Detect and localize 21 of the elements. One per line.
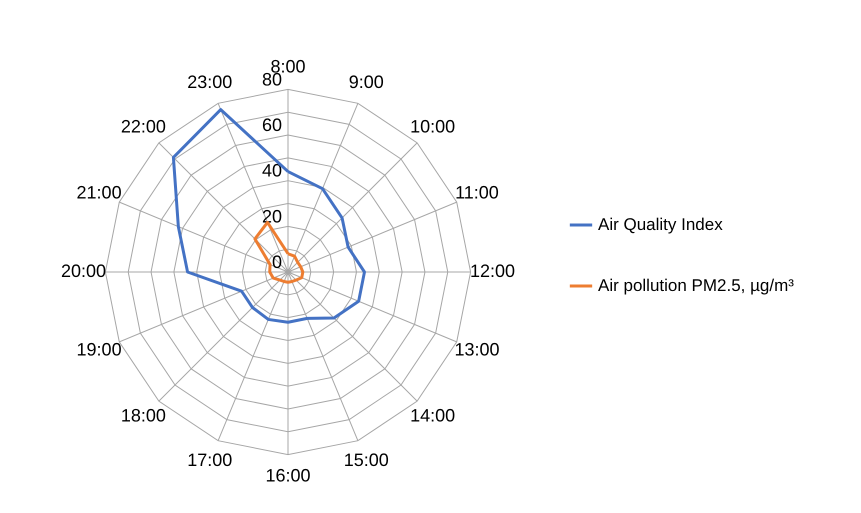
spoke-label: 12:00 [470,261,516,281]
y-tick-label: 0 [272,252,282,272]
spoke-label: 22:00 [120,116,166,136]
spoke-label: 17:00 [187,450,232,470]
spoke-label: 21:00 [76,182,122,203]
spoke-label: 14:00 [410,406,456,426]
spoke-label: 9:00 [348,72,384,92]
spoke-label: 15:00 [344,450,389,470]
spoke-label: 10:00 [410,116,456,136]
spoke-label: 20:00 [60,261,106,281]
spoke-label: 18:00 [120,406,166,426]
spoke-label: 13:00 [454,339,500,360]
y-tick-label: 60 [262,115,282,136]
spoke-label: 16:00 [265,466,311,486]
spoke-label: 19:00 [76,339,122,360]
spoke-label: 11:00 [455,182,499,203]
legend-label: Air pollution PM2.5, µg/m³ [598,276,794,295]
legend-label: Air Quality Index [598,215,724,234]
y-tick-label: 20 [262,206,282,226]
spoke-label: 23:00 [187,72,232,92]
y-tick-label: 40 [262,160,282,181]
